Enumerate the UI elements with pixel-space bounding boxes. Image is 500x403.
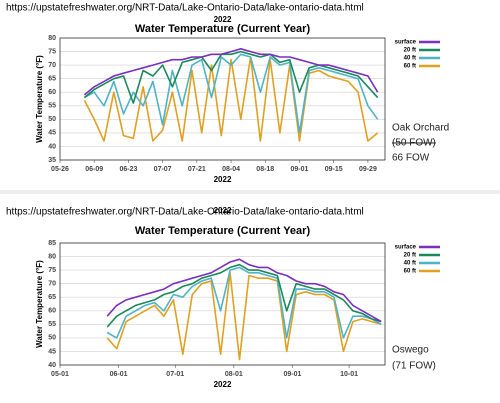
chart-title: Water Temperature (Current Year)	[135, 225, 311, 237]
annotation: (71 FOW)	[392, 361, 436, 372]
legend-label: 40 ft	[404, 261, 416, 267]
x-tick-label: 06-01	[110, 371, 128, 378]
legend-label: 40 ft	[404, 56, 416, 62]
y-tick-label: 40	[48, 143, 56, 150]
y-tick-label: 50	[48, 335, 56, 342]
y-tick-label: 40	[48, 362, 56, 369]
series-line	[83, 50, 379, 104]
legend-label: surface	[395, 40, 417, 46]
x-tick-label: 09-01	[291, 166, 309, 173]
legend-label: 60 ft	[404, 269, 416, 275]
annotation: Oswego	[392, 345, 429, 356]
y-tick-label: 80	[48, 253, 56, 260]
series-line	[106, 263, 382, 328]
annotation: Oak Orchard	[392, 123, 449, 134]
x-tick-label: 06-23	[119, 166, 137, 173]
legend-label: 20 ft	[404, 253, 416, 259]
x-tick-label: 07-21	[188, 166, 206, 173]
y-tick-label: 55	[48, 103, 56, 110]
series-line	[106, 266, 382, 339]
annotation: 66 FOW	[392, 153, 430, 164]
separator	[0, 190, 500, 194]
series-line	[106, 272, 382, 361]
y-tick-label: 35	[48, 157, 56, 164]
annotation: (50 FOW)	[392, 138, 436, 149]
plot-frame	[59, 37, 386, 161]
y-tick-label: 45	[48, 130, 56, 137]
x-tick-label: 05-26	[51, 166, 69, 173]
y-tick-label: 45	[48, 348, 56, 355]
source-url: https://upstatefreshwater.org/NRT-Data/L…	[6, 3, 364, 14]
y-axis-label: Water Temperature (°F)	[35, 55, 44, 143]
y-tick-label: 75	[48, 267, 56, 274]
legend-label: surface	[395, 245, 417, 251]
legend-label: 20 ft	[404, 48, 416, 54]
series-line	[84, 53, 379, 134]
y-tick-label: 85	[48, 240, 56, 247]
y-tick-label: 55	[48, 321, 56, 328]
year-label: 2022	[214, 15, 232, 24]
x-tick-label: 08-04	[222, 166, 240, 173]
legend-label: 60 ft	[404, 64, 416, 70]
chart-title: Water Temperature (Current Year)	[135, 23, 311, 35]
x-tick-label: 09-29	[359, 166, 377, 173]
x-tick-label: 06-09	[85, 166, 103, 173]
x-tick-label: 09-01	[283, 371, 301, 378]
x-tick-label: 10-01	[340, 371, 358, 378]
series-line	[83, 56, 379, 142]
x-tick-label: 09-15	[325, 166, 343, 173]
y-tick-label: 70	[48, 281, 56, 288]
x-tick-label: 05-01	[51, 371, 69, 378]
source-url: https://upstatefreshwater.org/NRT-Data/L…	[6, 207, 364, 218]
series-line	[83, 48, 379, 96]
y-tick-label: 60	[48, 89, 56, 96]
y-tick-label: 80	[48, 35, 56, 42]
y-tick-label: 65	[48, 76, 56, 83]
y-tick-label: 65	[48, 294, 56, 301]
x-tick-label: 07-07	[154, 166, 172, 173]
y-tick-label: 75	[48, 48, 56, 55]
y-axis-label: Water Temperature (°F)	[35, 260, 44, 348]
plot-frame	[59, 242, 386, 366]
y-tick-label: 70	[48, 62, 56, 69]
x-tick-label: 07-01	[166, 371, 184, 378]
series-line	[106, 258, 382, 323]
y-tick-label: 60	[48, 308, 56, 315]
x-axis-label: 2022	[214, 380, 232, 389]
x-axis-label: 2022	[214, 175, 232, 184]
y-tick-label: 50	[48, 116, 56, 123]
x-tick-label: 08-18	[256, 166, 274, 173]
year-label: 2022	[214, 206, 232, 215]
x-tick-label: 08-01	[225, 371, 243, 378]
